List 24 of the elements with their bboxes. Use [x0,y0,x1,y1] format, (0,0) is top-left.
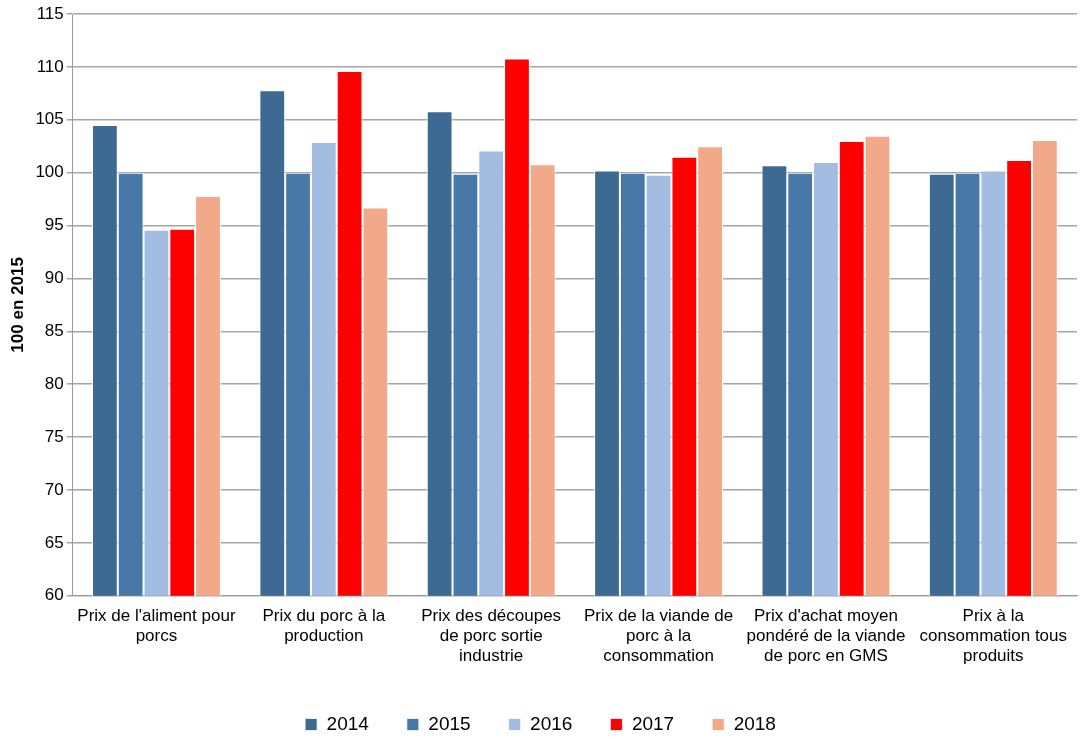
x-tick-label: Prix de la viande de porc à la consommation [583,605,734,666]
legend-label: 2018 [733,712,776,734]
y-tick-label: 65 [44,532,64,552]
x-tick-label: Prix des découpes de porc sortie industrie [421,605,562,666]
x-tick-label: Prix de l'aliment pour porcs [77,605,236,646]
y-tick-label: 60 [44,585,64,605]
y-axis-title: 100 en 2015 [7,257,27,353]
x-tick-label: Prix d'achat moyen pondéré de la viande de porc en GMS [746,605,906,666]
x-tick-label: Prix du porc à la production [262,605,386,646]
y-tick-label: 115 [36,3,64,23]
legend-label: 2016 [530,712,573,734]
y-tick-label: 85 [44,321,64,341]
y-tick-label: 95 [44,215,64,235]
y-tick-label: 110 [36,56,64,76]
y-tick-label: 70 [44,479,64,499]
y-tick-label: 80 [44,373,64,393]
y-tick-label: 100 [35,162,64,182]
legend-label: 2015 [428,712,471,734]
legend-label: 2017 [631,712,675,734]
y-tick-label: 90 [44,268,64,288]
y-tick-label: 105 [35,109,64,129]
x-tick-label: Prix à la consommation tous produits [919,605,1068,666]
legend-label: 2014 [326,712,370,734]
y-tick-label: 75 [44,426,64,446]
